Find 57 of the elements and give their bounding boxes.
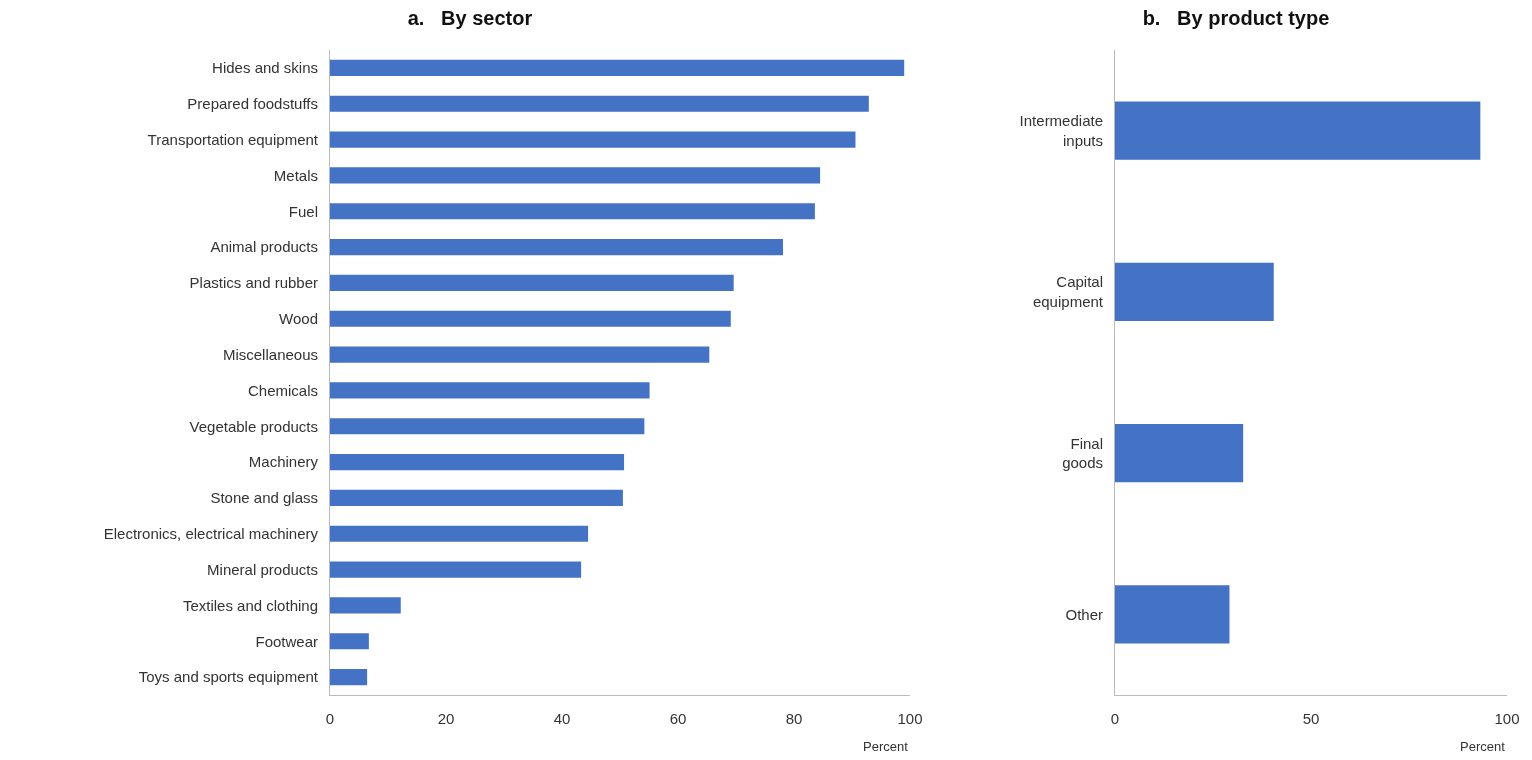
y-tick-label: Transportation equipment xyxy=(147,130,319,148)
y-tick-label: Wood xyxy=(279,310,318,327)
y-tick-label: Mineral products xyxy=(207,560,318,578)
y-tick-label: Vegetable products xyxy=(189,417,318,435)
y-tick-label: Prepared foodstuffs xyxy=(187,95,318,112)
x-tick-label: 40 xyxy=(553,710,571,727)
x-tick-label: 100 xyxy=(1494,710,1520,727)
chart-title: b. By product type xyxy=(1142,7,1330,30)
x-tick-label: 50 xyxy=(1302,710,1320,727)
y-tick-label: Hides and skins xyxy=(212,59,318,77)
y-tick-label: Intermediate inputs xyxy=(1019,112,1103,149)
bar xyxy=(330,597,401,614)
bar xyxy=(330,454,625,471)
bar xyxy=(330,274,734,291)
y-tick-label: Toys and sports equipment xyxy=(138,668,319,686)
bar xyxy=(1115,424,1244,483)
bar xyxy=(330,239,783,256)
bar xyxy=(330,418,645,435)
bar xyxy=(330,561,582,578)
bar xyxy=(330,131,856,148)
x-tick-label: 0 xyxy=(325,710,335,727)
y-tick-label: Stone and glass xyxy=(210,489,318,507)
y-tick-label: Electronics, electrical machinery xyxy=(103,525,319,542)
chart-title: a. By sector xyxy=(407,7,533,30)
bar xyxy=(330,669,368,686)
bar xyxy=(330,167,821,184)
y-tick-label: Miscellaneous xyxy=(222,345,318,363)
y-tick-label: Animal products xyxy=(210,238,318,256)
x-tick-label: 100 xyxy=(897,710,923,727)
y-tick-label: Chemicals xyxy=(247,381,318,399)
bar xyxy=(330,95,869,112)
bar xyxy=(1115,585,1230,644)
bar xyxy=(330,59,905,76)
bar xyxy=(330,310,731,327)
x-axis-title: Percent xyxy=(863,739,909,754)
x-tick-label: 0 xyxy=(1110,710,1120,727)
bar xyxy=(330,346,710,363)
y-tick-label: Metals xyxy=(273,166,318,184)
x-axis-title: Percent xyxy=(1460,739,1506,754)
x-tick-label: 80 xyxy=(785,710,803,727)
y-tick-label: Textiles and clothing xyxy=(182,596,318,614)
bar xyxy=(330,525,589,542)
y-tick-label: Other xyxy=(1065,605,1103,623)
y-tick-label: Capital equipment xyxy=(1032,273,1104,310)
x-tick-label: 20 xyxy=(437,710,455,727)
y-tick-label: Final goods xyxy=(1062,434,1103,472)
x-tick-label: 60 xyxy=(669,710,687,727)
y-tick-label: Plastics and rubber xyxy=(189,274,318,292)
y-tick-label: Machinery xyxy=(248,453,319,471)
bar xyxy=(1115,101,1481,160)
y-tick-label: Footwear xyxy=(255,632,318,650)
bar xyxy=(330,203,815,220)
bar xyxy=(1115,262,1274,321)
bar xyxy=(330,489,623,506)
bar xyxy=(330,633,369,650)
y-tick-label: Fuel xyxy=(288,202,318,220)
bar xyxy=(330,382,650,399)
